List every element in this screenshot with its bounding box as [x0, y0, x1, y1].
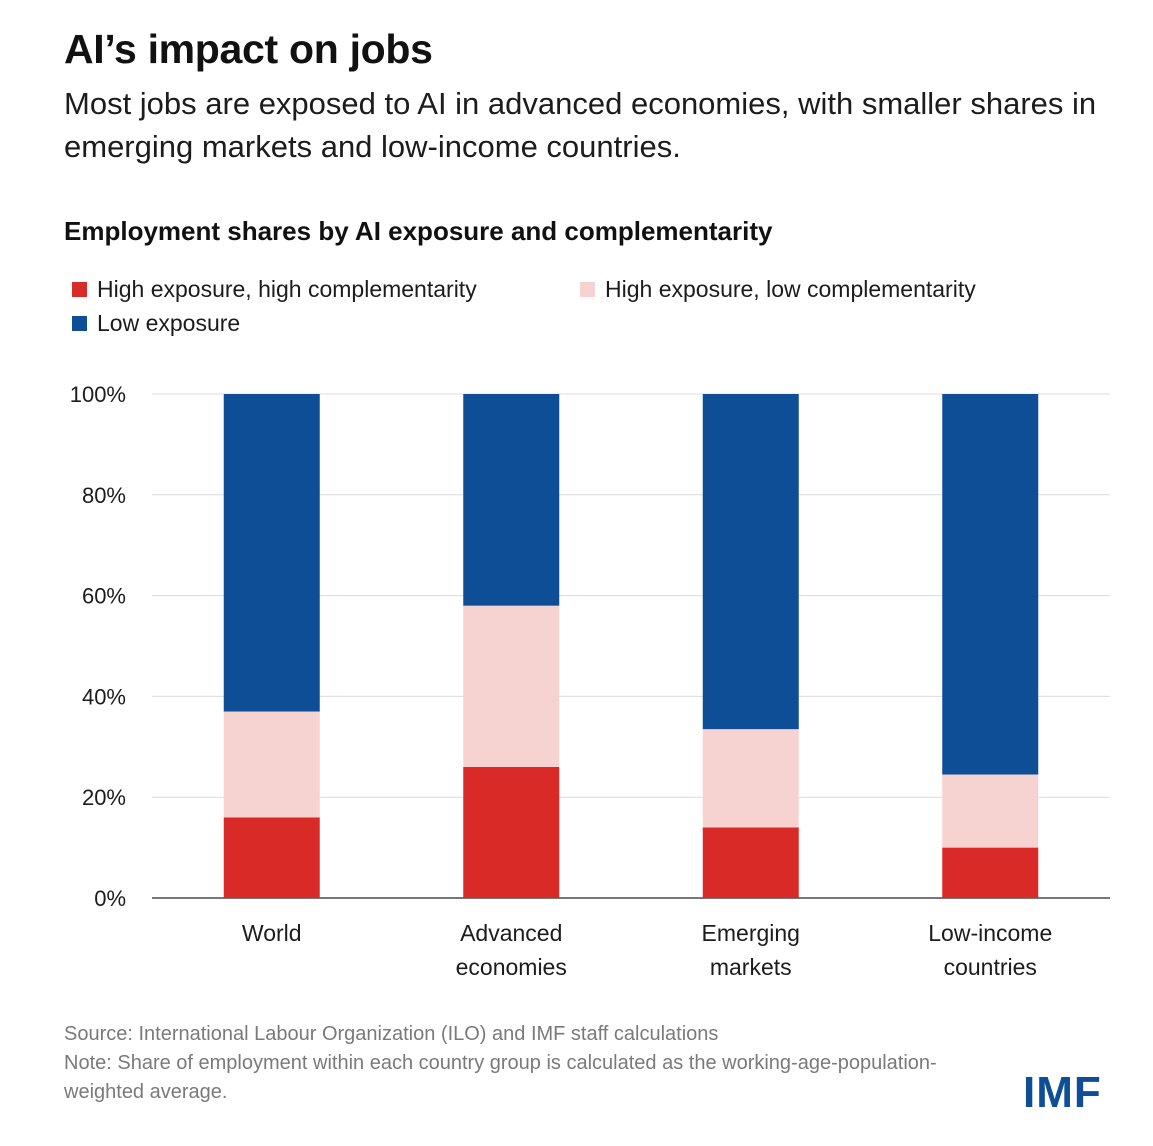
legend-swatch-blue	[72, 316, 87, 331]
page-subtitle: Most jobs are exposed to AI in advanced …	[64, 86, 1097, 164]
chart-legend: High exposure, high complementarity High…	[72, 276, 1132, 346]
x-tick-label: Emerging	[702, 920, 800, 946]
legend-item-low-exposure: Low exposure	[72, 310, 240, 337]
chart-title: Employment shares by AI exposure and com…	[64, 216, 773, 246]
y-tick-label: 0%	[94, 886, 126, 911]
legend-item-high-exposure-low-complementarity: High exposure, low complementarity	[580, 276, 976, 303]
y-tick-label: 60%	[82, 584, 126, 609]
legend-label: Low exposure	[97, 310, 241, 336]
stacked-bar-chart: 0% 20% 40% 60% 80% 100% World Advanced economies…	[70, 382, 1110, 980]
bar-segment-low-exposure	[942, 394, 1039, 775]
legend-label: High exposure, high complementarity	[97, 276, 477, 302]
x-tick-label: markets	[710, 954, 792, 980]
imf-logo: IMF	[1023, 1068, 1102, 1117]
legend-item-high-exposure-high-complementarity: High exposure, high complementarity	[72, 276, 477, 303]
page-title: AI’s impact on jobs	[64, 26, 433, 72]
y-tick-label: 100%	[70, 382, 126, 407]
bar-segment-low-exposure	[463, 394, 560, 606]
bar-segment-high-exp-low-comp	[702, 729, 799, 828]
x-tick-label: economies	[456, 954, 567, 980]
methodology-note: Note: Share of employment within each co…	[64, 1052, 937, 1103]
x-tick-label: Low-income	[928, 920, 1052, 946]
y-tick-label: 20%	[82, 785, 126, 810]
x-tick-label: countries	[944, 954, 1037, 980]
legend-swatch-red	[72, 282, 87, 297]
legend-label: High exposure, low complementarity	[605, 276, 976, 302]
bar-segment-high-exp-low-comp	[463, 605, 560, 767]
bar-segment-high-exp-low-comp	[223, 711, 320, 818]
x-tick-label: Advanced	[460, 920, 562, 946]
bar-segment-low-exposure	[702, 394, 799, 730]
y-tick-label: 80%	[82, 483, 126, 508]
chart-footer: Source: International Labour Organizatio…	[64, 1020, 964, 1107]
legend-swatch-pink	[580, 282, 595, 297]
bar-segment-high-exp-high-comp	[702, 827, 799, 898]
source-note: Source: International Labour Organizatio…	[64, 1023, 719, 1045]
bar-segment-high-exp-high-comp	[942, 847, 1039, 898]
x-tick-label: World	[242, 920, 302, 946]
bar-segment-high-exp-high-comp	[223, 817, 320, 898]
bar-segment-high-exp-low-comp	[942, 774, 1039, 848]
y-tick-label: 40%	[82, 684, 126, 709]
bar-segment-high-exp-high-comp	[463, 766, 560, 898]
bar-segment-low-exposure	[223, 394, 320, 712]
